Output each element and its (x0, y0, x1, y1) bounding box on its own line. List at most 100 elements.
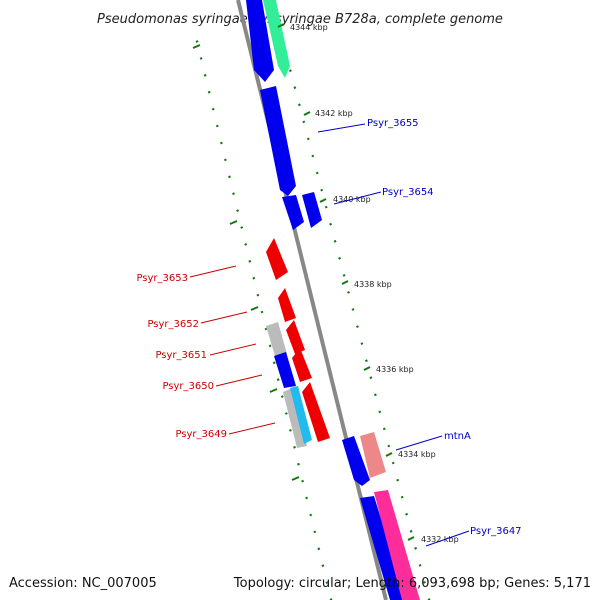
label-leader (425, 530, 470, 547)
map-title: Pseudomonas syringae pv. syringae B728a,… (97, 12, 503, 27)
tick-dot (360, 342, 364, 345)
tick-mark (291, 476, 300, 481)
gene-feature[interactable] (302, 382, 330, 442)
label-leader (189, 265, 237, 278)
tick-dot (356, 325, 359, 328)
accession-text: Accession: NC_007005 (9, 576, 157, 591)
tick-dot (333, 239, 337, 243)
tick-dot (423, 581, 426, 584)
tick-dot (256, 293, 260, 297)
tick-dot (211, 107, 215, 111)
tick-dot (244, 243, 248, 246)
gene-feature[interactable] (274, 352, 296, 388)
gene-label-psyr-3650[interactable]: Psyr_3650 (162, 381, 214, 392)
tick-dot (347, 291, 350, 294)
gene-feature[interactable] (360, 496, 406, 600)
tick-dot (240, 226, 244, 229)
tick-dot (203, 73, 207, 77)
tick-dot (373, 393, 377, 397)
tick-dot (418, 564, 422, 567)
tick-dot (215, 124, 219, 128)
tick-dot (272, 361, 276, 365)
tick-dot (320, 188, 324, 192)
tick-dot (369, 376, 373, 380)
gene-label-psyr-3647[interactable]: Psyr_3647 (470, 526, 522, 537)
tick-dot (364, 359, 368, 363)
tick-dot (378, 410, 382, 414)
tick-dot (219, 141, 223, 145)
gene-label-psyr-3655[interactable]: Psyr_3655 (367, 118, 419, 129)
tick-mark (303, 111, 311, 116)
gene-feature[interactable] (283, 388, 307, 448)
gene-label-psyr-3654[interactable]: Psyr_3654 (382, 187, 434, 198)
tick-dot (297, 462, 300, 466)
tick-dot (293, 86, 297, 90)
label-leader (317, 123, 366, 133)
tick-dot (414, 546, 418, 550)
tick-dot (207, 90, 211, 94)
tick-dot (306, 137, 310, 141)
tick-label: 4342 kbp (315, 109, 353, 118)
label-leader (228, 422, 276, 435)
label-leader (333, 191, 382, 205)
tick-dot (405, 512, 409, 516)
tick-dot (313, 530, 317, 534)
gene-feature[interactable] (246, 0, 274, 82)
gene-feature[interactable] (290, 386, 312, 444)
gene-feature[interactable] (278, 288, 296, 322)
gene-label-psyr-3651[interactable]: Psyr_3651 (155, 350, 207, 361)
tick-dot (305, 496, 309, 500)
gene-label-psyr-3652[interactable]: Psyr_3652 (147, 319, 199, 330)
gene-feature[interactable] (292, 348, 312, 382)
gene-labels: Psyr_3655 Psyr_3654 Psyr_3653 Psyr_3652 … (136, 118, 522, 547)
tick-dot (325, 581, 329, 584)
tick-track-inner (195, 40, 333, 600)
gene-feature[interactable] (260, 86, 296, 196)
tick-dot (195, 40, 199, 43)
tick-mark (229, 220, 238, 225)
tick-dot (342, 274, 346, 277)
gene-feature[interactable] (302, 192, 322, 228)
tick-dot (268, 344, 272, 348)
tick-dot (311, 154, 315, 158)
tick-dot (382, 427, 386, 431)
gene-feature[interactable] (266, 238, 288, 280)
tick-dot (248, 259, 252, 263)
tick-dot (309, 513, 313, 517)
tick-mark (341, 280, 349, 285)
tick-marks: 4344 kbp 4342 kbp 4340 kbp 4338 kbp 4336… (192, 23, 459, 544)
tick-dot (297, 103, 301, 107)
tick-dot (264, 327, 268, 331)
tick-dot (284, 412, 288, 415)
gene-label-mtna[interactable]: mtnA (444, 431, 471, 442)
genome-summary-text: Topology: circular; Length: 6,093,698 bp… (233, 576, 591, 591)
tick-dot (252, 276, 256, 280)
tick-dot (400, 495, 404, 499)
tick-mark (192, 44, 201, 49)
tick-label: 4336 kbp (376, 365, 414, 374)
gene-feature[interactable] (342, 436, 370, 486)
gene-feature[interactable] (286, 320, 305, 354)
tick-dot (301, 479, 305, 483)
gene-feature[interactable] (282, 195, 304, 230)
gene-feature[interactable] (360, 432, 386, 478)
tick-mark (269, 388, 278, 393)
tick-mark (277, 23, 285, 28)
gene-label-psyr-3649[interactable]: Psyr_3649 (175, 429, 227, 440)
tick-mark (319, 198, 327, 203)
tick-mark (385, 452, 393, 457)
tick-dot (280, 395, 284, 398)
gene-feature[interactable] (263, 0, 290, 78)
tick-dot (387, 444, 391, 448)
tick-dot (317, 547, 321, 551)
tick-dot (302, 120, 306, 124)
gene-feature[interactable] (266, 322, 287, 356)
features (246, 0, 420, 600)
tick-dot (228, 175, 231, 179)
gene-label-psyr-3653[interactable]: Psyr_3653 (136, 273, 188, 284)
tick-mark (250, 306, 259, 311)
gene-feature[interactable] (374, 490, 420, 600)
tick-track-outer (275, 18, 431, 600)
tick-dot (391, 461, 395, 465)
